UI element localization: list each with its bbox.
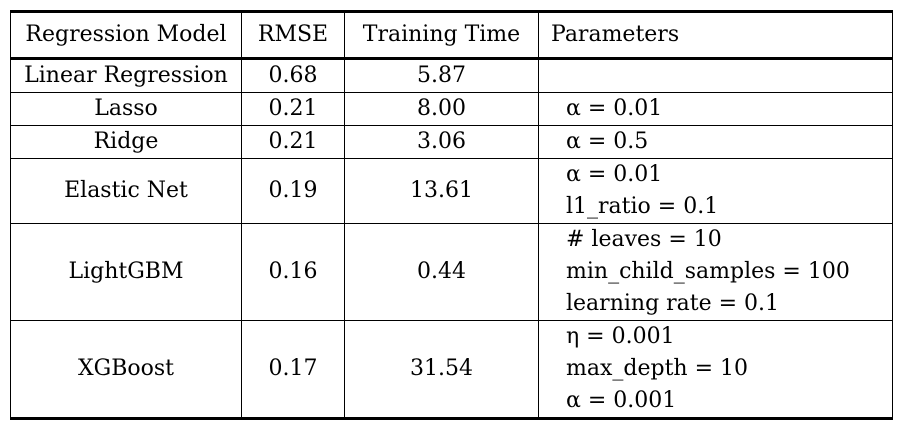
params-cell — [538, 58, 893, 93]
header-row: Regression Model RMSE Training Time Para… — [10, 11, 893, 59]
params-cell: α = 0.5 — [538, 125, 893, 159]
table-row: Linear Regression 0.68 5.87 — [10, 58, 893, 93]
time-cell: 31.54 — [344, 320, 539, 419]
time-cell: 0.44 — [344, 223, 539, 321]
param-line: α = 0.5 — [566, 129, 649, 154]
model-cell: Lasso — [10, 92, 242, 126]
param-line: l1_ratio = 0.1 — [566, 194, 719, 219]
param-line: η = 0.001 — [566, 324, 675, 349]
rmse-cell: 0.16 — [241, 223, 345, 321]
rmse-cell: 0.68 — [241, 58, 345, 93]
rmse-cell: 0.19 — [241, 158, 345, 224]
model-cell: Linear Regression — [10, 58, 242, 93]
param-line: α = 0.001 — [566, 388, 677, 413]
table-row: Lasso 0.21 8.00 α = 0.01 — [10, 92, 893, 126]
time-cell: 5.87 — [344, 58, 539, 93]
params-cell: η = 0.001 max_depth = 10 α = 0.001 — [538, 320, 893, 419]
model-cell: Elastic Net — [10, 158, 242, 224]
table-row: Ridge 0.21 3.06 α = 0.5 — [10, 125, 893, 159]
header-model: Regression Model — [10, 11, 242, 59]
rmse-cell: 0.17 — [241, 320, 345, 419]
table-row: Elastic Net 0.19 13.61 α = 0.01 l1_ratio… — [10, 158, 893, 224]
table-row: XGBoost 0.17 31.54 η = 0.001 max_depth =… — [10, 320, 893, 419]
params-cell: α = 0.01 l1_ratio = 0.1 — [538, 158, 893, 224]
rmse-cell: 0.21 — [241, 125, 345, 159]
param-line: α = 0.01 — [566, 162, 663, 187]
param-line: α = 0.01 — [566, 96, 663, 121]
model-cell: LightGBM — [10, 223, 242, 321]
param-line: # leaves = 10 — [566, 227, 722, 252]
param-line: max_depth = 10 — [566, 356, 748, 381]
model-cell: Ridge — [10, 125, 242, 159]
header-rmse: RMSE — [241, 11, 345, 59]
time-cell: 13.61 — [344, 158, 539, 224]
time-cell: 3.06 — [344, 125, 539, 159]
rmse-cell: 0.21 — [241, 92, 345, 126]
params-cell: α = 0.01 — [538, 92, 893, 126]
param-line: learning rate = 0.1 — [566, 291, 780, 316]
header-parameters: Parameters — [538, 11, 893, 59]
results-table-container: Regression Model RMSE Training Time Para… — [10, 10, 893, 420]
time-cell: 8.00 — [344, 92, 539, 126]
params-cell: # leaves = 10 min_child_samples = 100 le… — [538, 223, 893, 321]
table-row: LightGBM 0.16 0.44 # leaves = 10 min_chi… — [10, 223, 893, 321]
regression-results-table: Regression Model RMSE Training Time Para… — [10, 10, 893, 420]
model-cell: XGBoost — [10, 320, 242, 419]
header-training-time: Training Time — [344, 11, 539, 59]
param-line: min_child_samples = 100 — [566, 259, 850, 284]
